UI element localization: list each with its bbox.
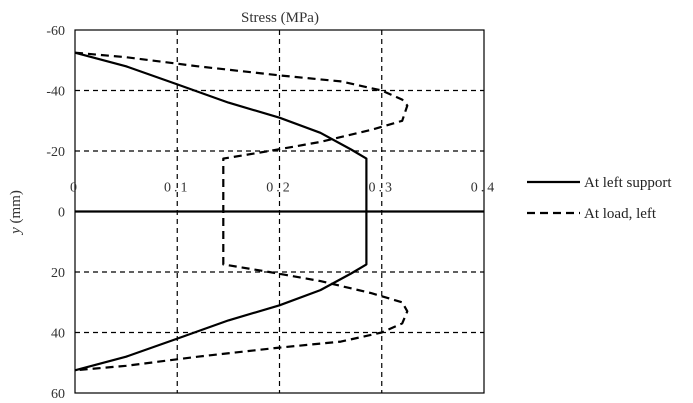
y-tick-label: 60 — [51, 387, 65, 402]
axis-layer: -60 -40 -20 0 20 40 60 0 0.1 0.2 0.3 0.4 — [46, 24, 498, 402]
x-tick-label: 0.2 — [266, 181, 293, 196]
y-axis-label-unit: (mm) — [8, 190, 24, 227]
y-tick-label: -20 — [46, 145, 65, 160]
x-tick-label: 0 — [70, 181, 80, 196]
x-tick-label: 0.1 — [164, 181, 191, 196]
legend-label-2: At load, left — [584, 206, 657, 222]
y-tick-label: 40 — [51, 327, 65, 342]
y-tick-label: -60 — [46, 24, 65, 39]
y-axis-label: y (mm) — [8, 190, 24, 236]
x-tick-label: 0.4 — [471, 181, 498, 196]
label-layer: Stress (MPa) y (mm) — [8, 10, 319, 236]
y-tick-label: 20 — [51, 266, 65, 281]
legend-label-1: At left support — [584, 175, 672, 191]
y-axis-label-variable: y — [8, 227, 24, 236]
x-tick-label: 0.3 — [369, 181, 396, 196]
legend: At left support At load, left — [527, 175, 672, 222]
y-tick-label: 0 — [58, 206, 65, 221]
y-tick-label: -40 — [46, 85, 65, 100]
chart-title: Stress (MPa) — [241, 10, 319, 26]
